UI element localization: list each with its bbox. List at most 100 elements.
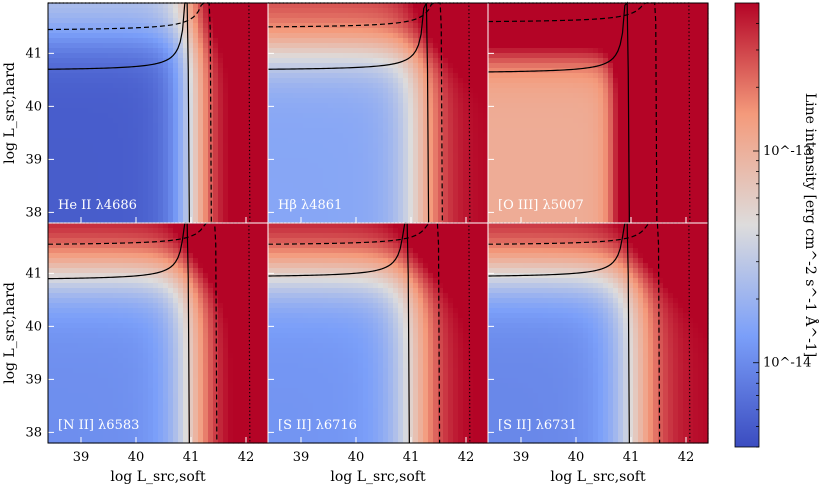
- heatmap-cell: [488, 183, 494, 189]
- heatmap-cell: [63, 38, 69, 44]
- heatmap-cell: [253, 138, 259, 144]
- heatmap-cell: [403, 213, 409, 219]
- heatmap-cell: [373, 23, 379, 29]
- heatmap-cell: [303, 3, 309, 9]
- heatmap-cell: [318, 98, 324, 104]
- heatmap-cell: [238, 13, 244, 19]
- heatmap-cell: [578, 168, 584, 174]
- heatmap-cell: [463, 158, 469, 164]
- heatmap-cell: [473, 113, 479, 119]
- heatmap-cell: [538, 103, 544, 109]
- heatmap-cell: [558, 163, 564, 169]
- heatmap-cell: [228, 203, 234, 209]
- heatmap-cell: [68, 158, 74, 164]
- heatmap-cell: [248, 198, 254, 204]
- heatmap-cell: [473, 48, 479, 54]
- heatmap-cell: [53, 143, 59, 149]
- heatmap-cell: [463, 13, 469, 19]
- heatmap-cell: [118, 73, 124, 79]
- heatmap-cell: [408, 33, 414, 39]
- heatmap-cell: [378, 13, 384, 19]
- heatmap-cell: [288, 163, 294, 169]
- heatmap-cell: [153, 198, 159, 204]
- heatmap-cell: [193, 153, 199, 159]
- heatmap-cell: [603, 178, 609, 184]
- heatmap-cell: [318, 108, 324, 114]
- heatmap-cell: [348, 203, 354, 209]
- heatmap-cell: [553, 178, 559, 184]
- heatmap-cell: [478, 113, 484, 119]
- heatmap-cell: [373, 193, 379, 199]
- heatmap-cell: [333, 113, 339, 119]
- heatmap-cell: [388, 213, 394, 219]
- heatmap-cell: [303, 8, 309, 14]
- heatmap-cell: [558, 208, 564, 214]
- heatmap-cell: [143, 148, 149, 154]
- heatmap-cell: [218, 58, 224, 64]
- heatmap-cell: [303, 103, 309, 109]
- heatmap-cell: [458, 68, 464, 74]
- heatmap-cell: [183, 193, 189, 199]
- heatmap-cell: [143, 18, 149, 24]
- heatmap-cell: [133, 28, 139, 34]
- heatmap-cell: [98, 133, 104, 139]
- heatmap-cell: [598, 13, 604, 19]
- heatmap-cell: [158, 143, 164, 149]
- heatmap-cell: [108, 123, 114, 129]
- heatmap-cell: [128, 193, 134, 199]
- heatmap-cell: [123, 163, 129, 169]
- heatmap-cell: [453, 173, 459, 179]
- heatmap-cell: [408, 133, 414, 139]
- heatmap-cell: [588, 158, 594, 164]
- heatmap-cell: [253, 123, 259, 129]
- heatmap-cell: [543, 118, 549, 124]
- heatmap-cell: [163, 98, 169, 104]
- heatmap-cell: [118, 173, 124, 179]
- heatmap-cell: [123, 148, 129, 154]
- heatmap-cell: [233, 193, 239, 199]
- heatmap-cell: [303, 18, 309, 24]
- heatmap-cell: [478, 128, 484, 134]
- heatmap-cell: [508, 53, 514, 59]
- heatmap-cell: [408, 43, 414, 49]
- heatmap-cell: [568, 3, 574, 9]
- heatmap-cell: [218, 198, 224, 204]
- heatmap-cell: [298, 168, 304, 174]
- heatmap-cell: [463, 68, 469, 74]
- heatmap-cell: [393, 108, 399, 114]
- heatmap-cell: [178, 8, 184, 14]
- heatmap-cell: [608, 193, 614, 199]
- heatmap-cell: [88, 198, 94, 204]
- heatmap-cell: [193, 103, 199, 109]
- heatmap-cell: [103, 168, 109, 174]
- heatmap-cell: [198, 38, 204, 44]
- heatmap-cell: [273, 193, 279, 199]
- heatmap-cell: [563, 218, 569, 224]
- heatmap-cell: [413, 188, 419, 194]
- heatmap-cell: [273, 88, 279, 94]
- heatmap-cell: [63, 78, 69, 84]
- heatmap-cell: [273, 113, 279, 119]
- heatmap-cell: [243, 83, 249, 89]
- heatmap-cell: [388, 28, 394, 34]
- heatmap-cell: [558, 13, 564, 19]
- heatmap-cell: [133, 168, 139, 174]
- heatmap-cell: [68, 178, 74, 184]
- heatmap-cell: [518, 123, 524, 129]
- heatmap-cell: [128, 143, 134, 149]
- heatmap-cell: [483, 58, 489, 64]
- heatmap-cell: [138, 173, 144, 179]
- heatmap-cell: [538, 43, 544, 49]
- heatmap-cell: [233, 153, 239, 159]
- heatmap-cell: [348, 163, 354, 169]
- heatmap-cell: [323, 93, 329, 99]
- heatmap-cell: [593, 103, 599, 109]
- heatmap-cell: [593, 118, 599, 124]
- heatmap-cell: [588, 38, 594, 44]
- heatmap-cell: [273, 203, 279, 209]
- heatmap-cell: [498, 98, 504, 104]
- heatmap-cell: [218, 33, 224, 39]
- heatmap-cell: [68, 138, 74, 144]
- heatmap-cell: [318, 93, 324, 99]
- heatmap-cell: [558, 143, 564, 149]
